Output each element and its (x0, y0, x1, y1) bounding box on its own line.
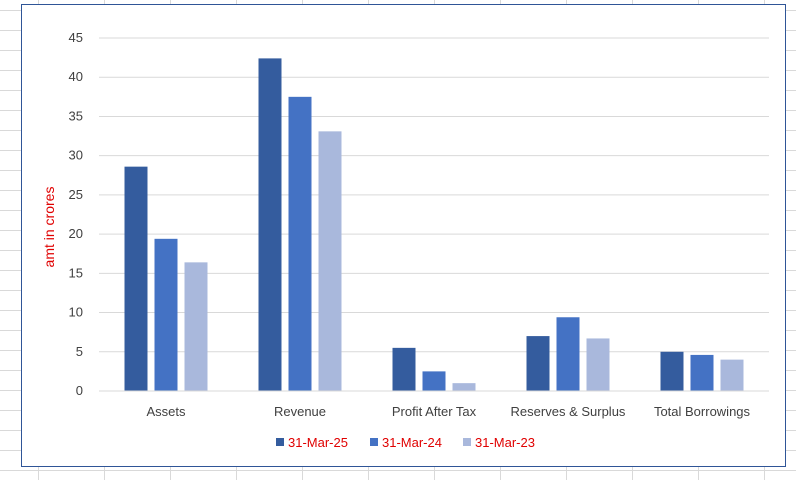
y-axis-label: amt in crores (41, 187, 57, 268)
legend-swatch (463, 438, 471, 446)
bar-31-Mar-24-Assets (154, 238, 178, 391)
bar-31-Mar-25-Revenue (258, 58, 282, 391)
legend-swatch (276, 438, 284, 446)
bar-31-Mar-24-Total Borrowings (690, 354, 714, 391)
x-category-label: Revenue (274, 404, 326, 419)
gridlines (99, 37, 769, 353)
x-category-label: Assets (146, 404, 186, 419)
y-tick-label: 30 (69, 148, 83, 163)
y-tick-label: 5 (76, 344, 83, 359)
bar-31-Mar-25-Total Borrowings (660, 351, 684, 391)
legend-label: 31-Mar-24 (382, 435, 442, 450)
chart-frame: 0 5 10 15 20 25 30 35 40 45 Assets Revenue Profit A… (21, 4, 786, 467)
x-category-label: Reserves & Surplus (511, 404, 626, 419)
x-category-label: Profit After Tax (392, 404, 477, 419)
y-tick-label: 15 (69, 265, 83, 280)
bar-31-Mar-25-Assets (124, 166, 148, 391)
y-tick-label: 10 (69, 305, 83, 320)
bar-chart: 0 5 10 15 20 25 30 35 40 45 Assets Revenue Profit A… (41, 30, 769, 450)
bar-31-Mar-23-Revenue (318, 131, 342, 392)
bar-31-Mar-24-Profit After Tax (422, 371, 446, 391)
x-axis-categories: Assets Revenue Profit After Tax Reserves & … (146, 404, 750, 419)
bar-31-Mar-23-Assets (184, 262, 208, 391)
y-tick-label: 35 (69, 108, 83, 123)
legend-label: 31-Mar-23 (475, 435, 535, 450)
y-axis-ticks: 0 5 10 15 20 25 30 35 40 45 (69, 30, 83, 398)
x-category-label: Total Borrowings (654, 404, 751, 419)
y-tick-label: 25 (69, 187, 83, 202)
bar-31-Mar-24-Revenue (288, 96, 312, 391)
bar-31-Mar-25-Profit After Tax (392, 347, 416, 391)
bar-31-Mar-23-Reserves & Surplus (586, 338, 610, 391)
legend-label: 31-Mar-25 (288, 435, 348, 450)
y-tick-label: 45 (69, 30, 83, 45)
legend-swatch (370, 438, 378, 446)
bar-31-Mar-24-Reserves & Surplus (556, 317, 580, 391)
bar-31-Mar-25-Reserves & Surplus (526, 336, 550, 391)
y-tick-label: 0 (76, 383, 83, 398)
y-tick-label: 20 (69, 226, 83, 241)
y-tick-label: 40 (69, 69, 83, 84)
bar-31-Mar-23-Profit After Tax (452, 383, 476, 391)
bars (124, 58, 744, 392)
legend: 31-Mar-25 31-Mar-24 31-Mar-23 (276, 435, 535, 450)
bar-31-Mar-23-Total Borrowings (720, 359, 744, 391)
